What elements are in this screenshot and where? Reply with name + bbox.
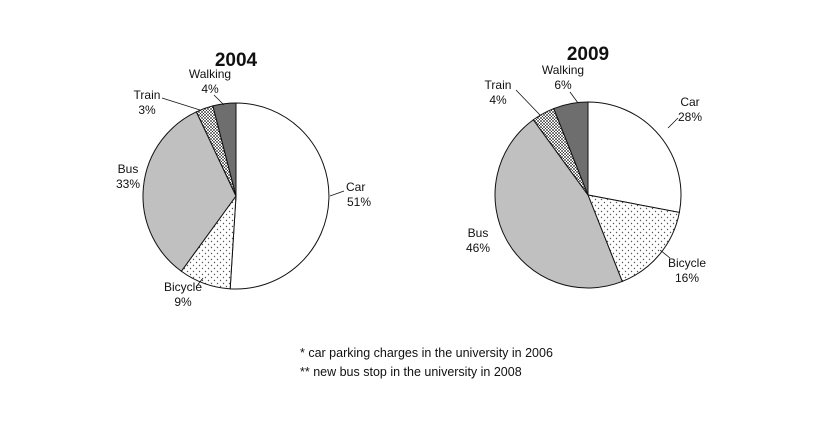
pie-2004-leader-car	[329, 190, 345, 197]
footnotes: * car parking charges in the university …	[300, 344, 553, 382]
pie-2009-value-bicycle: 16%	[675, 271, 699, 285]
pie-2009-label-train: Train	[485, 78, 512, 92]
pie-2009-slice-bus	[494, 119, 623, 289]
pie-2004-label-bus: Bus	[118, 162, 139, 176]
pie-2009-value-bus: 46%	[466, 241, 490, 255]
pie-2004-value-bus: 33%	[116, 177, 140, 191]
pie-2004-title: 2004	[215, 50, 258, 71]
pie-2009-value-train: 4%	[489, 93, 507, 107]
pie-2004-slice-walking	[212, 102, 237, 197]
pie-2004-value-car: 51%	[347, 195, 371, 209]
pie-2009-slice-car	[587, 101, 682, 214]
pie-2009-label-walking: Walking	[542, 63, 584, 77]
pie-2004-slice-car	[229, 102, 330, 290]
pie-2004-label-car: Car	[346, 180, 365, 194]
pie-2009-slice-bicycle	[587, 194, 680, 283]
pie-2009-leader-train	[515, 89, 541, 116]
pie-2004-value-walking: 4%	[201, 82, 219, 96]
pie-2009-title: 2009	[567, 44, 609, 65]
pie-2009-value-car: 28%	[678, 110, 702, 124]
pie-2004-leader-train	[161, 97, 201, 111]
footnote-parking: * car parking charges in the university …	[300, 346, 553, 360]
pie-2009-leader-car	[667, 117, 679, 129]
pie-2009-label-bicycle: Bicycle	[668, 256, 706, 270]
pie-2004-value-bicycle: 9%	[174, 295, 192, 309]
pie-2004-leader-walking	[213, 94, 225, 106]
pie-2004-label-bicycle: Bicycle	[164, 280, 202, 294]
pie-2009-value-walking: 6%	[554, 78, 572, 92]
footnote-bus-stop: ** new bus stop in the university in 200…	[300, 365, 522, 379]
pie-2009-leader-bicycle	[659, 249, 671, 259]
pie-2004-slice-bus	[142, 111, 237, 272]
pie-2009-leader-walking	[569, 91, 579, 104]
pie-2004-value-train: 3%	[138, 103, 156, 117]
pie-2009-slice-walking	[553, 101, 589, 196]
pie-2004-label-train: Train	[134, 88, 161, 102]
pie-2004-label-walking: Walking	[189, 67, 231, 81]
pie-2009-label-bus: Bus	[468, 226, 489, 240]
pie-2009-label-car: Car	[680, 95, 699, 109]
pie-2004-leader-bicycle	[195, 277, 204, 288]
